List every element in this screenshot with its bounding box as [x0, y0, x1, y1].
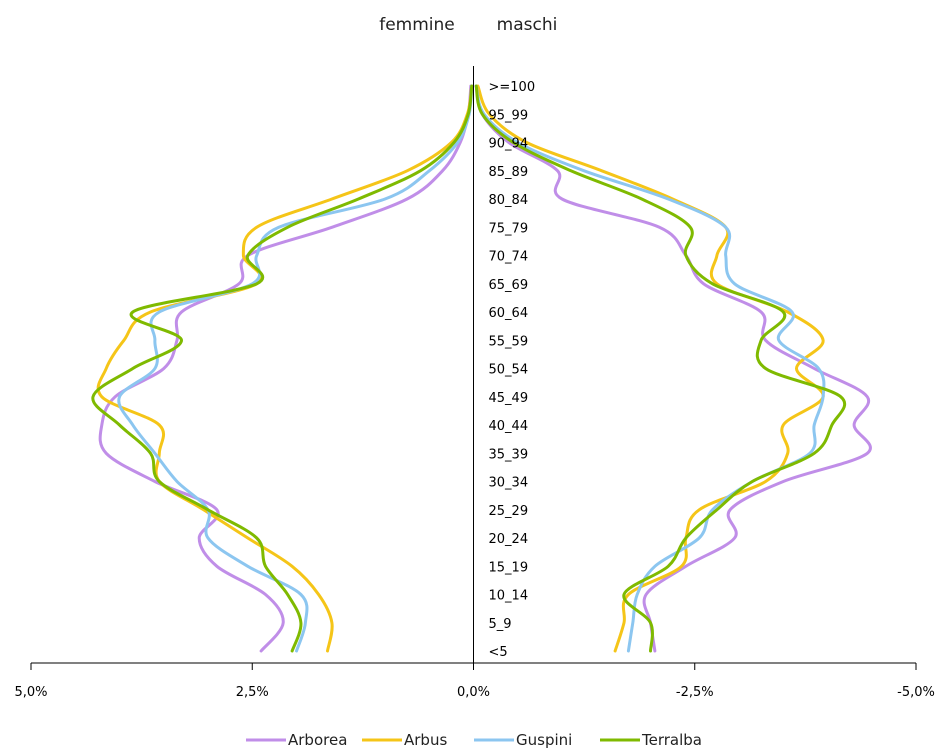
age-labels: >=100 95_99 90_94 85_89 80_84 75_79 70_74 65_69…	[489, 80, 536, 660]
x-tick-label: -5,0%	[897, 685, 935, 700]
age-group-label: 40_44	[489, 419, 529, 434]
x-tick-label: 2,5%	[236, 685, 269, 700]
x-tick-label: 5,0%	[14, 685, 47, 700]
age-group-label: 20_24	[489, 532, 529, 547]
legend-label-terralba: Terralba	[641, 731, 702, 749]
age-group-label: 10_14	[489, 589, 529, 604]
legend-label-guspini: Guspini	[516, 731, 572, 749]
series-line-arborea-femmine	[98, 84, 473, 653]
age-group-label: 65_69	[489, 278, 529, 293]
age-group-label: 70_74	[489, 250, 529, 265]
series-line-terralba-maschi	[474, 84, 847, 653]
age-group-label: 75_79	[489, 221, 529, 236]
legend-label-arborea: Arborea	[288, 731, 347, 749]
series-group	[91, 84, 872, 653]
legend-label-arbus: Arbus	[404, 731, 447, 749]
age-group-label: <5	[489, 645, 508, 660]
legend: Arborea Arbus Guspini Terralba	[246, 731, 702, 749]
series-line-arborea-maschi	[474, 84, 872, 653]
age-group-label: 85_89	[489, 165, 529, 180]
age-group-label: 55_59	[489, 334, 529, 349]
age-group-label: 45_49	[489, 391, 529, 406]
title-femmine: femmine	[379, 15, 455, 35]
series-line-guspini-maschi	[474, 84, 826, 653]
age-group-label: >=100	[489, 80, 536, 95]
x-tick-label: 0,0%	[457, 685, 490, 700]
series-line-arbus-femmine	[96, 84, 474, 653]
series-line-arbus-maschi	[476, 84, 825, 653]
age-group-label: 30_34	[489, 476, 529, 491]
age-group-label: 90_94	[489, 137, 529, 152]
title-maschi: maschi	[497, 15, 558, 35]
age-group-label: 80_84	[489, 193, 529, 208]
x-tick-label: -2,5%	[676, 685, 714, 700]
age-group-label: 95_99	[489, 108, 529, 123]
x-ticks: 5,0% 2,5% 0,0% -2,5% -5,0%	[14, 663, 935, 700]
age-group-label: 50_54	[489, 363, 529, 378]
series-line-terralba-femmine	[91, 84, 474, 653]
age-group-label: 15_19	[489, 560, 529, 575]
series-line-guspini-femmine	[117, 84, 474, 653]
age-group-label: 25_29	[489, 504, 529, 519]
age-group-label: 60_64	[489, 306, 529, 321]
age-group-label: 35_39	[489, 447, 529, 462]
age-group-label: 5_9	[489, 617, 512, 632]
